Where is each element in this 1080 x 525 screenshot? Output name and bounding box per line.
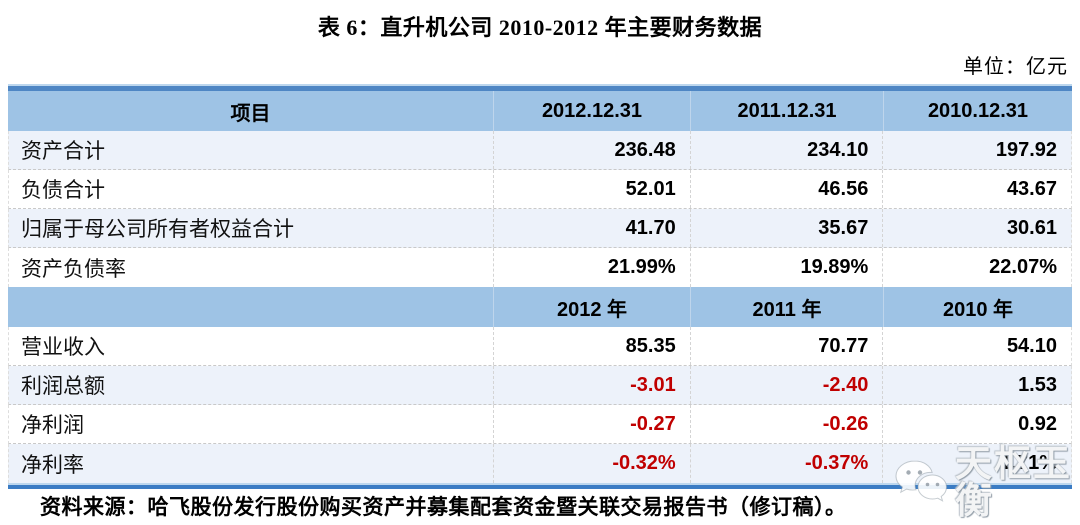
value-cell: 236.48	[493, 131, 690, 169]
value-cell-negative: -3.01	[493, 366, 690, 404]
value-cell: 85.35	[493, 327, 690, 365]
header-col-2012-12-31: 2012.12.31	[493, 91, 690, 131]
header-col-2011-12-31: 2011.12.31	[690, 91, 883, 131]
table-row-total-liabilities: 负债合计 52.01 46.56 43.67	[8, 170, 1072, 209]
table-row-total-profit: 利润总额 -3.01 -2.40 1.53	[8, 366, 1072, 405]
table-row-revenue: 营业收入 85.35 70.77 54.10	[8, 327, 1072, 366]
value-cell: 46.56	[689, 170, 883, 208]
financial-table: 项目 2012.12.31 2011.12.31 2010.12.31 资产合计…	[8, 84, 1072, 489]
table-row-debt-ratio: 资产负债率 21.99% 19.89% 22.07%	[8, 248, 1072, 287]
row-label: 资产合计	[21, 139, 105, 163]
value-cell: 22.07%	[882, 248, 1071, 287]
value-cell: 21.99%	[493, 248, 690, 287]
row-label: 净利率	[21, 452, 84, 477]
balance-sheet-section: 资产合计 236.48 234.10 197.92 负债合计 52.01 46.…	[8, 131, 1072, 287]
table-row-net-margin: 净利率 -0.32% -0.37% 1.71%	[8, 444, 1072, 483]
row-label: 资产负债率	[21, 256, 126, 281]
value-cell-negative: -2.40	[689, 366, 883, 404]
page-title: 表 6：直升机公司 2010-2012 年主要财务数据	[317, 15, 763, 40]
table-row-net-profit: 净利润 -0.27 -0.26 0.92	[8, 405, 1072, 444]
table-bottom-border	[8, 483, 1072, 489]
table-header-row-years: 2012 年 2011 年 2010 年	[8, 287, 1072, 327]
value-cell-negative: -0.26	[689, 405, 883, 443]
value-cell: 35.67	[689, 209, 883, 247]
value-cell: 1.71%	[882, 444, 1071, 483]
header-item-label: 项目	[230, 102, 271, 125]
row-label: 营业收入	[21, 335, 105, 359]
value-cell-negative: -0.32%	[493, 444, 690, 483]
value-cell-negative: -0.37%	[689, 444, 883, 483]
value-cell: 197.92	[882, 131, 1071, 169]
income-statement-section: 营业收入 85.35 70.77 54.10 利润总额 -3.01 -2.40 …	[8, 327, 1072, 483]
value-cell: 54.10	[882, 327, 1071, 365]
value-cell: 41.70	[493, 209, 690, 247]
value-cell: 1.53	[882, 366, 1071, 404]
header-col-2012: 2012 年	[493, 287, 690, 327]
value-cell: 0.92	[882, 405, 1071, 443]
row-label: 利润总额	[21, 374, 105, 398]
table-row-parent-equity: 归属于母公司所有者权益合计 41.70 35.67 30.61	[8, 209, 1072, 248]
table-header-row-dates: 项目 2012.12.31 2011.12.31 2010.12.31	[8, 91, 1072, 131]
header-col-2011: 2011 年	[690, 287, 883, 327]
row-label: 净利润	[21, 413, 84, 437]
value-cell: 19.89%	[689, 248, 883, 287]
value-cell-negative: -0.27	[493, 405, 690, 443]
value-cell: 52.01	[493, 170, 690, 208]
value-cell: 234.10	[689, 131, 883, 169]
unit-note: 单位：亿元	[963, 56, 1068, 78]
value-cell: 70.77	[689, 327, 883, 365]
value-cell: 43.67	[882, 170, 1071, 208]
source-note: 资料来源：哈飞股份发行股份购买资产并募集配套资金暨关联交易报告书（修订稿）。	[40, 495, 847, 519]
table-top-border	[8, 84, 1072, 91]
header-col-2010-12-31: 2010.12.31	[883, 91, 1072, 131]
header-col-2010: 2010 年	[883, 287, 1072, 327]
row-label: 归属于母公司所有者权益合计	[21, 217, 294, 241]
table-row-total-assets: 资产合计 236.48 234.10 197.92	[8, 131, 1072, 170]
row-label: 负债合计	[21, 178, 105, 202]
value-cell: 30.61	[882, 209, 1071, 247]
